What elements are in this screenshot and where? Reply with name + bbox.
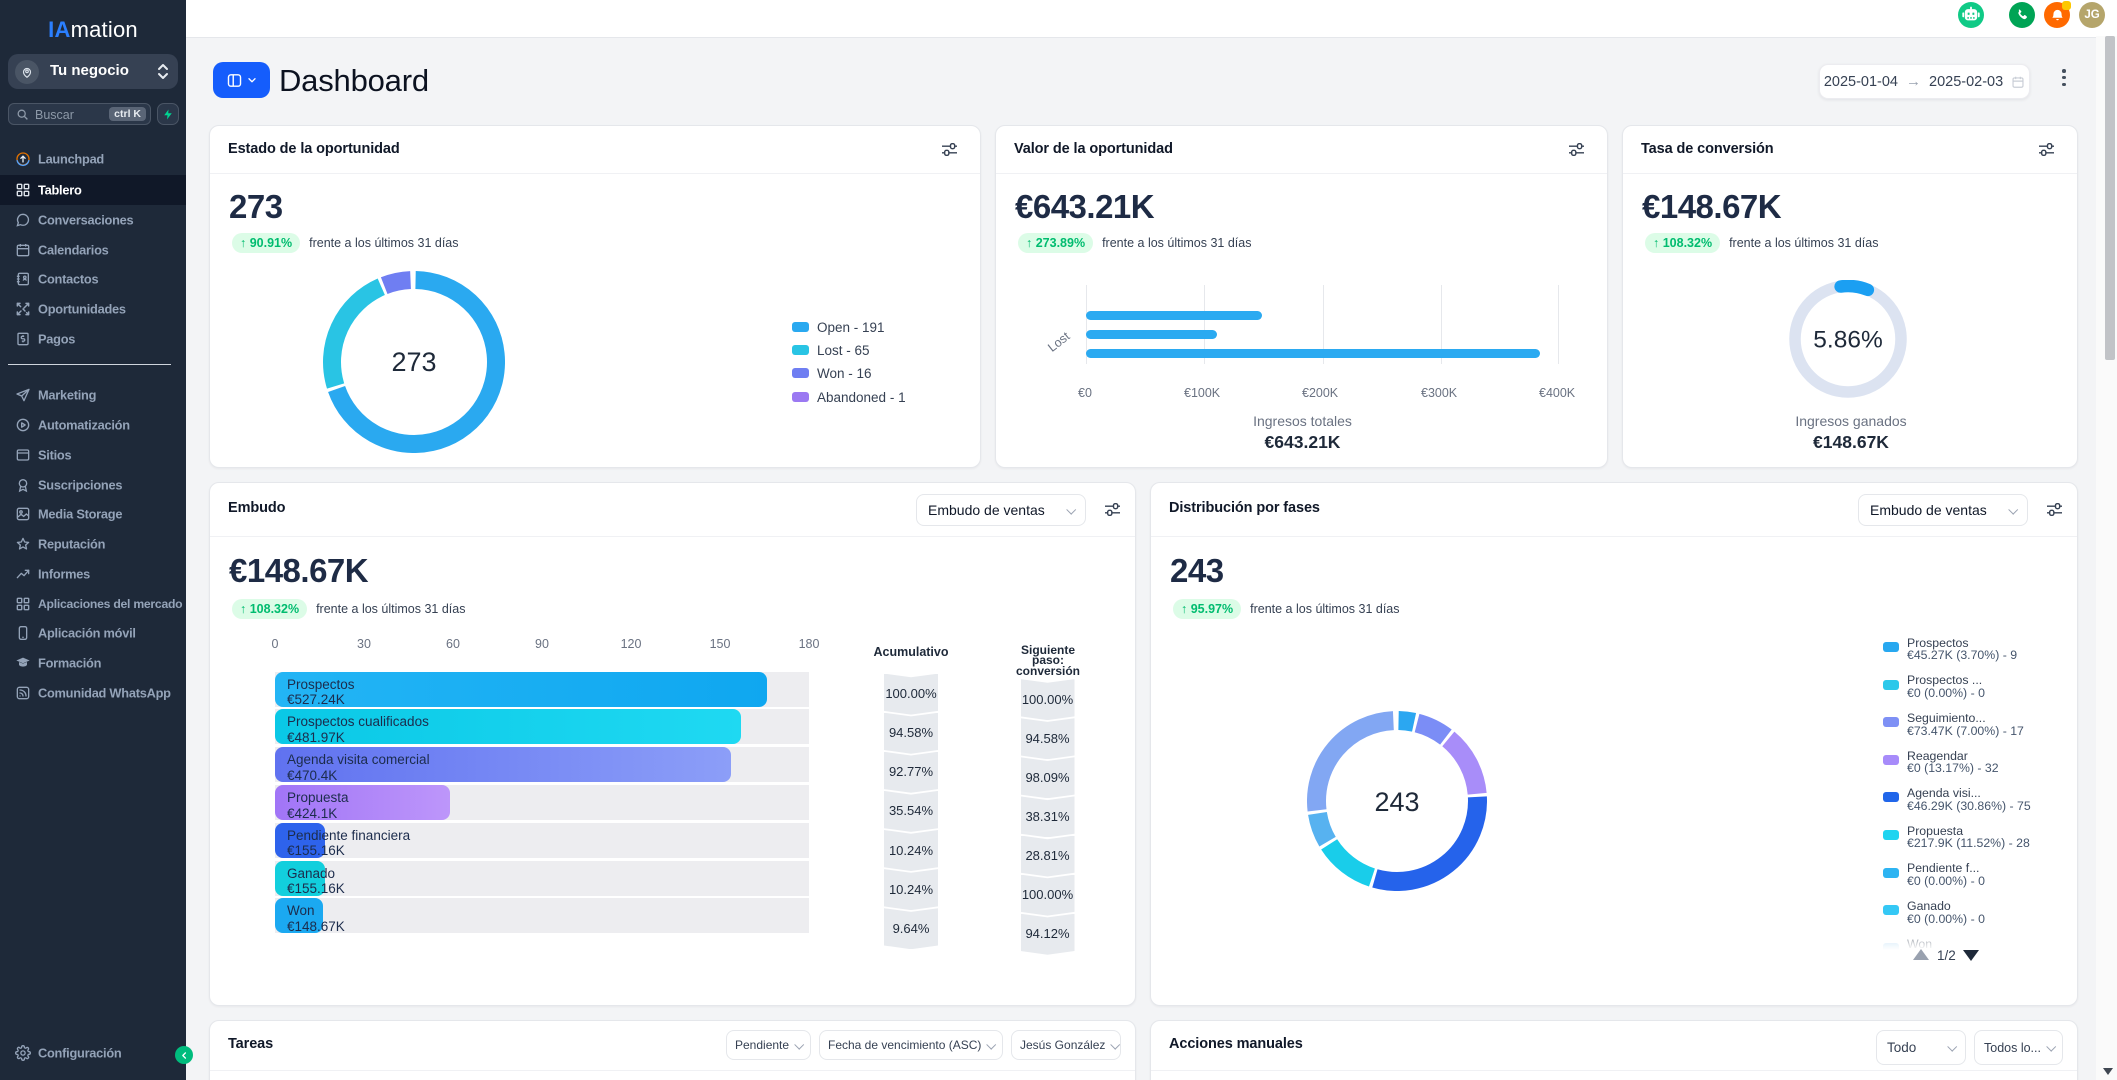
svg-text:243: 243 (1374, 787, 1419, 817)
svg-text:5.86%: 5.86% (1813, 327, 1882, 354)
svg-text:273: 273 (391, 347, 436, 377)
